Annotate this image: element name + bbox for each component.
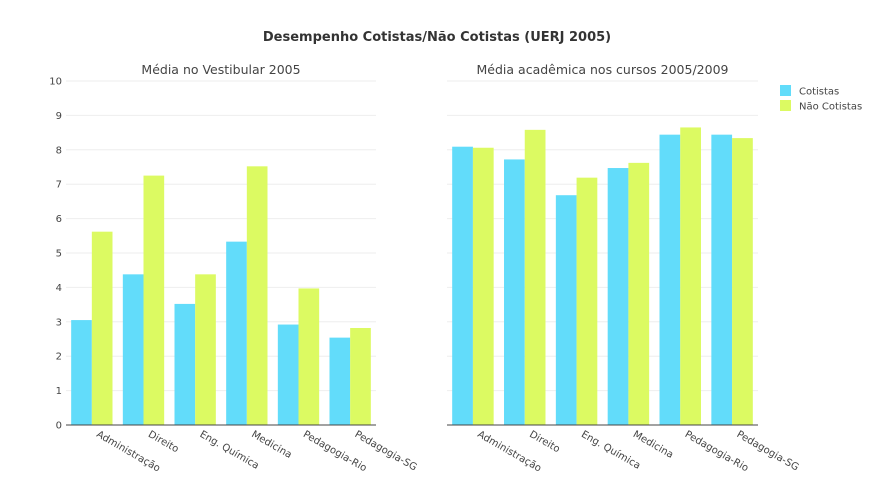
bar-cotistas[interactable]: [226, 241, 247, 425]
bar-cotistas[interactable]: [122, 274, 144, 425]
y-tick-label: 8: [56, 145, 62, 156]
subplot-2: Média acadêmica nos cursos 2005/2009Admi…: [447, 62, 800, 474]
bar-nao-cotistas[interactable]: [195, 274, 216, 425]
bar-nao-cotistas[interactable]: [472, 147, 494, 425]
y-tick-label: 0: [56, 421, 62, 432]
y-tick-label: 1: [56, 386, 62, 397]
bar-cotistas[interactable]: [659, 134, 681, 425]
bar-cotistas[interactable]: [71, 320, 92, 425]
bar-cotistas[interactable]: [277, 324, 299, 425]
bar-cotistas[interactable]: [174, 303, 196, 425]
bar-cotistas[interactable]: [607, 168, 629, 426]
bar-nao-cotistas[interactable]: [732, 138, 753, 425]
bar-nao-cotistas[interactable]: [680, 127, 701, 425]
y-tick-label: 5: [56, 249, 62, 260]
x-tick-label: Direito: [146, 429, 180, 455]
subplot-title: Média acadêmica nos cursos 2005/2009: [477, 62, 729, 77]
bar-cotistas[interactable]: [452, 146, 473, 426]
bar-nao-cotistas[interactable]: [524, 129, 546, 425]
bar-cotistas[interactable]: [711, 134, 733, 425]
legend-label: Cotistas: [799, 87, 839, 98]
x-tick-label: Medicina: [631, 429, 675, 461]
legend-item[interactable]: Cotistas: [780, 85, 839, 98]
bar-nao-cotistas[interactable]: [298, 288, 320, 425]
x-tick-label: Direito: [527, 429, 561, 455]
bar-nao-cotistas[interactable]: [91, 231, 113, 425]
y-tick-label: 4: [56, 283, 62, 294]
y-tick-label: 10: [49, 77, 62, 88]
chart-panels: Média no Vestibular 2005AdministraçãoDir…: [49, 62, 800, 474]
legend-item[interactable]: Não Cotistas: [780, 100, 862, 113]
bar-cotistas[interactable]: [504, 159, 525, 425]
bar-nao-cotistas[interactable]: [350, 327, 371, 425]
bar-nao-cotistas[interactable]: [628, 162, 650, 425]
legend-swatch: [780, 85, 791, 96]
legend-swatch: [780, 100, 791, 111]
legend-label: Não Cotistas: [799, 102, 862, 113]
chart-title: Desempenho Cotistas/Não Cotistas (UERJ 2…: [263, 30, 611, 45]
bar-cotistas[interactable]: [329, 337, 351, 425]
y-tick-label: 6: [56, 214, 62, 225]
subplot-title: Média no Vestibular 2005: [141, 62, 300, 77]
y-tick-label: 3: [56, 317, 62, 328]
x-tick-label: Medicina: [249, 429, 293, 461]
y-tick-label: 9: [56, 111, 62, 122]
subplot-1: Média no Vestibular 2005AdministraçãoDir…: [49, 62, 418, 474]
legend[interactable]: Cotistas Não Cotistas: [780, 85, 862, 113]
y-tick-label: 7: [56, 180, 62, 191]
bar-nao-cotistas[interactable]: [246, 166, 268, 425]
bar-nao-cotistas[interactable]: [576, 177, 598, 425]
y-tick-label: 2: [56, 352, 62, 363]
bar-nao-cotistas[interactable]: [143, 175, 165, 425]
bar-cotistas[interactable]: [555, 195, 577, 425]
